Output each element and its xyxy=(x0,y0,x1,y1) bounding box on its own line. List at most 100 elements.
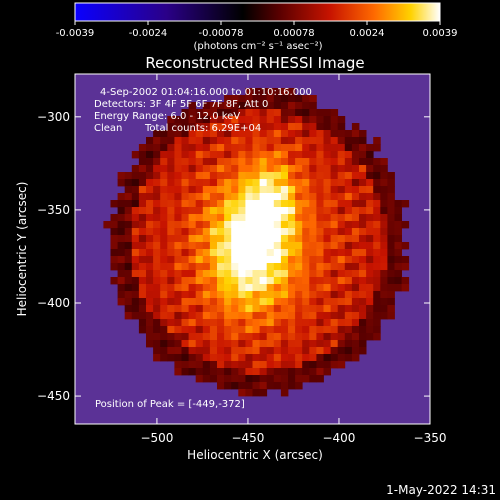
heatmap-cell xyxy=(181,235,189,243)
heatmap-cell xyxy=(351,172,360,180)
heatmap-cell xyxy=(351,249,360,257)
heatmap-cell xyxy=(252,102,260,110)
heatmap-cell xyxy=(259,137,268,145)
heatmap-cell xyxy=(273,116,282,124)
heatmap-cell xyxy=(195,305,204,313)
heatmap-cell xyxy=(224,221,232,229)
heatmap-cell xyxy=(380,158,388,166)
heatmap-cell xyxy=(209,326,218,334)
heatmap-cell xyxy=(309,312,317,320)
heatmap-cell xyxy=(174,179,182,187)
heatmap-cell xyxy=(231,375,239,383)
heatmap-cell xyxy=(238,284,246,292)
heatmap-cell xyxy=(330,277,339,285)
heatmap-cell xyxy=(330,263,339,271)
heatmap-cell xyxy=(351,179,360,187)
heatmap-cell xyxy=(160,312,168,320)
heatmap-cell xyxy=(231,214,239,222)
heatmap-cell xyxy=(323,228,331,236)
heatmap-cell xyxy=(302,102,310,110)
heatmap-cell xyxy=(174,270,182,278)
heatmap-cell xyxy=(195,221,204,229)
heatmap-cell xyxy=(330,200,339,208)
heatmap-cell xyxy=(280,333,289,341)
heatmap-cell xyxy=(380,165,388,173)
heatmap-cell xyxy=(295,95,303,103)
heatmap-cell xyxy=(160,137,168,145)
heatmap-cell xyxy=(231,284,239,292)
heatmap-cell xyxy=(238,333,246,341)
heatmap-cell xyxy=(316,172,324,180)
heatmap-cell xyxy=(344,333,353,341)
heatmap-cell xyxy=(245,158,253,166)
heatmap-cell xyxy=(181,368,189,376)
heatmap-cell xyxy=(217,144,225,152)
heatmap-cell xyxy=(252,193,260,201)
heatmap-cell xyxy=(224,333,232,341)
heatmap-cell xyxy=(146,319,154,327)
heatmap-cell xyxy=(288,151,296,159)
heatmap-cell xyxy=(224,235,232,243)
heatmap-cell xyxy=(146,277,154,285)
heatmap-cell xyxy=(288,95,296,103)
heatmap-cell xyxy=(245,179,253,187)
heatmap-cell xyxy=(146,340,154,348)
heatmap-cell xyxy=(160,235,168,243)
heatmap-cell xyxy=(288,284,296,292)
colorbar xyxy=(74,2,441,22)
heatmap-cell xyxy=(252,207,260,215)
heatmap-cell xyxy=(224,263,232,271)
heatmap-cell xyxy=(359,347,367,355)
heatmap-cell xyxy=(224,277,232,285)
heatmap-cell xyxy=(280,312,289,320)
heatmap-cell xyxy=(323,256,331,264)
heatmap-cell xyxy=(280,102,289,110)
heatmap-cell xyxy=(280,368,289,376)
heatmap-cell xyxy=(295,326,303,334)
heatmap-cell xyxy=(238,116,246,124)
heatmap-cell xyxy=(309,116,317,124)
heatmap-cell xyxy=(245,263,253,271)
heatmap-cell xyxy=(316,235,324,243)
heatmap-cell xyxy=(138,326,147,334)
heatmap-cell xyxy=(316,214,324,222)
heatmap-cell xyxy=(351,130,360,138)
heatmap-cell xyxy=(252,347,260,355)
heatmap-cell xyxy=(259,368,268,376)
heatmap-cell xyxy=(252,263,260,271)
heatmap-cell xyxy=(195,354,204,362)
heatmap-cell xyxy=(181,165,189,173)
heatmap-cell xyxy=(330,214,339,222)
heatmap-cell xyxy=(117,179,126,187)
heatmap-cell xyxy=(146,312,154,320)
heatmap-cell xyxy=(394,207,402,215)
heatmap-cell xyxy=(146,333,154,341)
heatmap-cell xyxy=(217,207,225,215)
heatmap-cell xyxy=(323,263,331,271)
heatmap-cell xyxy=(209,249,218,257)
heatmap-cell xyxy=(146,242,154,250)
heatmap-cell xyxy=(238,361,246,369)
heatmap-cell xyxy=(316,116,324,124)
heatmap-cell xyxy=(280,88,289,96)
heatmap-cell xyxy=(202,326,211,334)
heatmap-cell xyxy=(344,354,353,362)
heatmap-cell xyxy=(174,242,182,250)
heatmap-cell xyxy=(266,340,275,348)
heatmap-cell xyxy=(337,249,346,257)
heatmap-cell xyxy=(273,123,282,131)
heatmap-cell xyxy=(231,270,239,278)
heatmap-cell xyxy=(224,291,232,299)
heatmap-cell xyxy=(288,179,296,187)
heatmap-cell xyxy=(280,179,289,187)
heatmap-cell xyxy=(366,249,374,257)
heatmap-cell xyxy=(238,263,246,271)
heatmap-cell xyxy=(160,151,168,159)
heatmap-cell xyxy=(302,270,310,278)
heatmap-cell xyxy=(387,221,395,229)
heatmap-cell xyxy=(337,333,346,341)
heatmap-cell xyxy=(316,186,324,194)
heatmap-cell xyxy=(124,312,133,320)
heatmap-cell xyxy=(160,158,168,166)
heatmap-cell xyxy=(316,263,324,271)
